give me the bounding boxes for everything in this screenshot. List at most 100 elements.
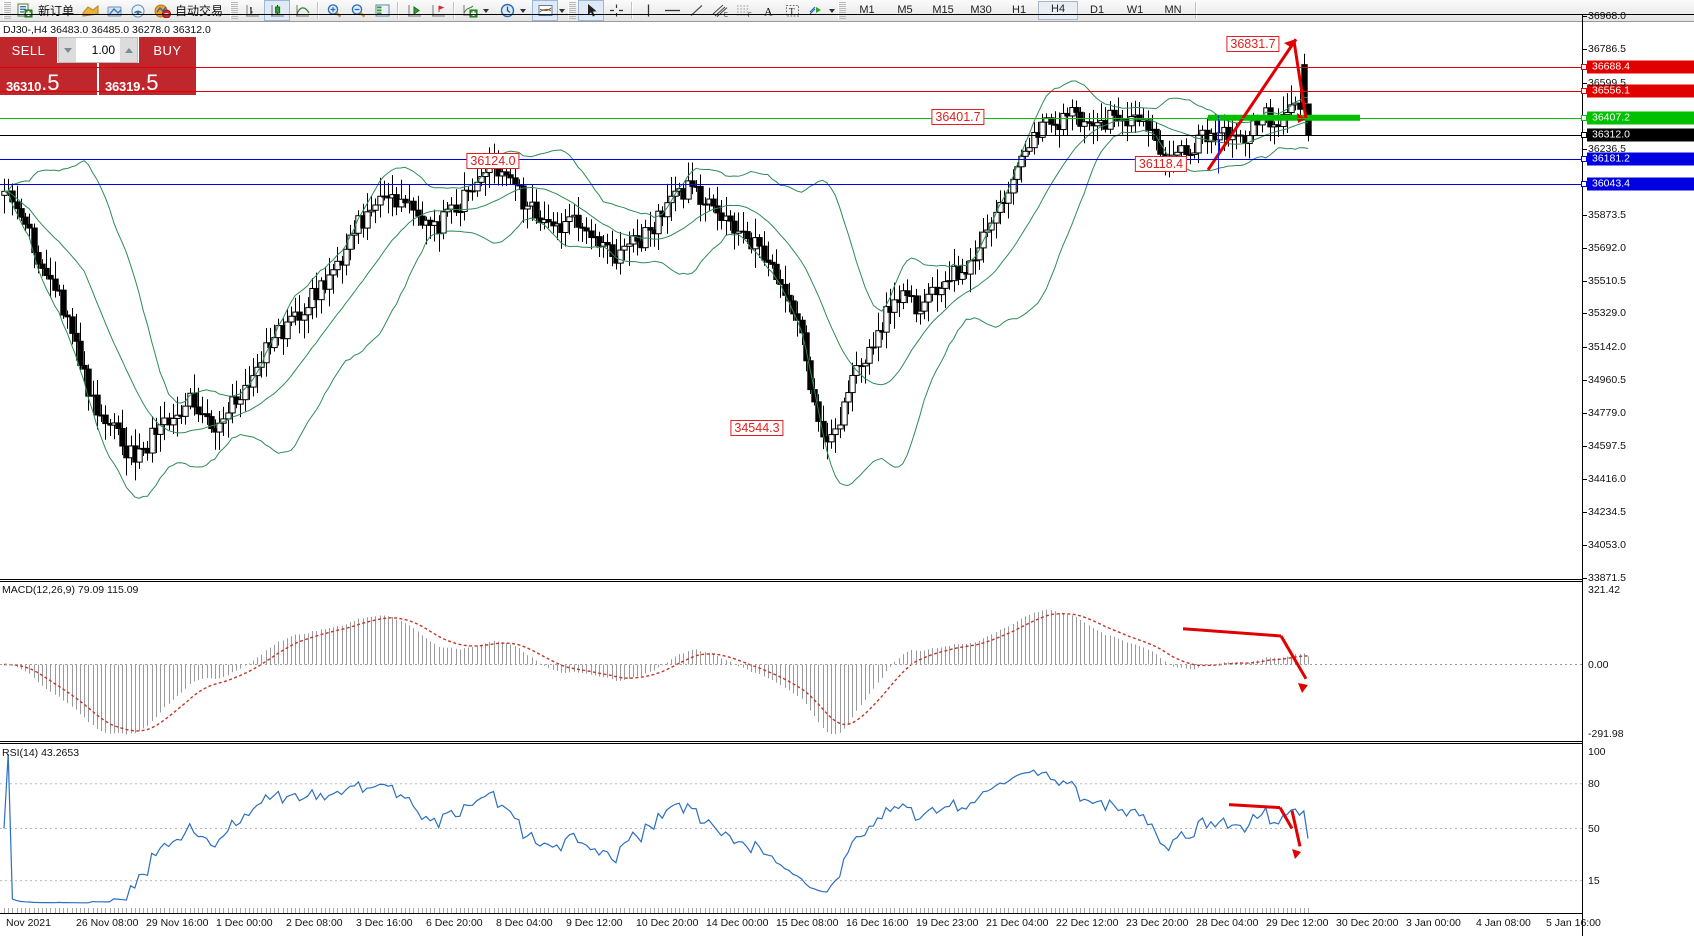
timeframe-m15[interactable]: M15 xyxy=(932,4,954,16)
fibonacci-icon[interactable]: F xyxy=(732,1,756,20)
time-axis-tick-label: 6 Dec 20:00 xyxy=(426,917,483,929)
bollinger-lower xyxy=(3,129,1309,499)
cursor-icon[interactable] xyxy=(578,0,605,21)
price-axis-tick-label: 35873.5 xyxy=(1588,208,1626,221)
vertical-line-icon[interactable] xyxy=(636,1,660,20)
price-level-label[interactable]: 36043.4 xyxy=(1587,177,1694,191)
equidistant-channel-icon[interactable]: E xyxy=(708,1,732,20)
time-axis-tick-label: 4 Jan 08:00 xyxy=(1476,917,1531,929)
price-axis-tick xyxy=(1583,48,1587,50)
sell-price-main: 36310 xyxy=(6,79,42,94)
price-level-label[interactable]: 36407.2 xyxy=(1587,111,1694,125)
chart-annotation[interactable]: 36124.0 xyxy=(466,153,520,169)
timeframe-m30[interactable]: M30 xyxy=(970,4,992,16)
new-order-icon[interactable] xyxy=(13,1,37,20)
price-level-handle[interactable] xyxy=(1581,63,1587,70)
price-level-label[interactable]: 36556.1 xyxy=(1587,84,1694,98)
price-axis-tick-label: 36968.0 xyxy=(1588,10,1626,22)
price-level-handle[interactable] xyxy=(1581,114,1587,121)
auto-trading-icon[interactable] xyxy=(150,1,174,20)
chart-type-grip[interactable] xyxy=(230,2,239,19)
price-level-label[interactable]: 36688.4 xyxy=(1587,60,1694,74)
indicators-icon[interactable] xyxy=(78,1,102,20)
text-icon[interactable]: A xyxy=(756,1,780,20)
toolbar-separator xyxy=(317,2,320,19)
time-axis-tick-label: 16 Dec 16:00 xyxy=(846,917,909,929)
time-axis[interactable]: Nov 2021 26 Nov 08:00 29 Nov 16:00 1 Dec 00… xyxy=(0,915,1601,936)
toolbar-separator-2 xyxy=(397,2,400,19)
draw-tools-grip[interactable] xyxy=(568,2,577,19)
period-dropdown-icon[interactable] xyxy=(520,8,527,13)
new-order-label[interactable]: 新订单 xyxy=(38,4,75,18)
price-axis-tick-label: 36786.5 xyxy=(1588,42,1626,55)
volume-value[interactable]: 1.00 xyxy=(76,38,120,62)
timeframe-h4[interactable]: H4 xyxy=(1038,1,1079,20)
volume-increment-icon[interactable] xyxy=(120,38,137,62)
toolbar-grip[interactable] xyxy=(3,2,11,19)
macd-label: MACD(12,26,9) 79.09 115.09 xyxy=(2,584,139,596)
timeframe-w1[interactable]: W1 xyxy=(1126,4,1144,16)
price-level-line xyxy=(0,90,1582,92)
templates-dropdown-icon[interactable] xyxy=(559,8,566,13)
chart-annotation[interactable]: 34544.3 xyxy=(730,420,784,436)
time-axis-tick-label: 3 Dec 16:00 xyxy=(356,917,413,929)
data-window-icon[interactable] xyxy=(370,1,394,20)
text-label-icon[interactable]: T xyxy=(780,1,804,20)
objects-dropdown-icon[interactable] xyxy=(829,8,836,13)
svg-text:A: A xyxy=(764,5,773,19)
price-level-label[interactable]: 36181.2 xyxy=(1587,152,1694,166)
candlestick-chart-icon[interactable] xyxy=(264,0,291,21)
add-indicator-icon[interactable] xyxy=(458,1,482,20)
line-chart-icon[interactable] xyxy=(290,1,314,20)
timeframe-h1[interactable]: H1 xyxy=(1012,4,1027,16)
price-level-handle[interactable] xyxy=(1581,180,1587,187)
price-level-handle[interactable] xyxy=(1581,87,1587,94)
price-axis-tick xyxy=(1583,479,1587,481)
timeframe-m1[interactable]: M1 xyxy=(859,4,875,16)
auto-scroll-icon[interactable] xyxy=(402,1,426,20)
time-axis-tick-label: 1 Dec 00:00 xyxy=(216,917,273,929)
time-axis-tick-label: 30 Dec 20:00 xyxy=(1336,917,1399,929)
timeframe-d1[interactable]: D1 xyxy=(1090,4,1105,16)
timeframe-grip[interactable] xyxy=(838,2,847,19)
auto-trading-label[interactable]: 自动交易 xyxy=(175,4,224,18)
horizontal-line-icon[interactable] xyxy=(660,1,684,20)
time-axis-tick-label: 23 Dec 20:00 xyxy=(1126,917,1189,929)
price-axis-tick xyxy=(1583,512,1587,514)
price-level-handle[interactable] xyxy=(1581,155,1587,162)
sell-button[interactable]: SELL xyxy=(0,37,57,63)
price-axis-tick xyxy=(1583,578,1587,579)
price-axis-tick-label: 34779.0 xyxy=(1588,407,1626,420)
price-axis-tick xyxy=(1583,247,1587,249)
price-level-handle[interactable] xyxy=(1581,132,1587,139)
zoom-in-icon[interactable] xyxy=(322,1,346,20)
templates-icon[interactable] xyxy=(532,0,559,21)
price-level-label[interactable]: 36312.0 xyxy=(1587,128,1694,142)
period-icon[interactable] xyxy=(495,1,519,20)
signals-icon[interactable] xyxy=(126,1,150,20)
chart-info-line: DJ30-,H4 36483.0 36485.0 36278.0 36312.0 xyxy=(3,24,211,36)
price-level-line xyxy=(0,183,1582,185)
price-axis-tick-label: 34053.0 xyxy=(1588,539,1626,552)
price-axis-tick-label: 34234.5 xyxy=(1588,506,1626,519)
timeframe-mn[interactable]: MN xyxy=(1164,4,1182,16)
objects-icon[interactable] xyxy=(804,1,828,20)
bar-chart-icon[interactable] xyxy=(240,1,264,20)
timeframe-m5[interactable]: M5 xyxy=(897,4,913,16)
open-data-folder-icon[interactable] xyxy=(102,1,126,20)
macd-histogram xyxy=(8,609,1309,735)
trendline-icon[interactable] xyxy=(684,1,708,20)
chart-shift-icon[interactable] xyxy=(426,1,450,20)
volume-input-group[interactable]: 1.00 xyxy=(58,37,138,63)
price-level-line xyxy=(0,158,1582,160)
chart-annotation[interactable]: 36401.7 xyxy=(931,109,985,125)
buy-button[interactable]: BUY xyxy=(139,37,196,63)
zoom-out-icon[interactable] xyxy=(346,1,370,20)
volume-dropdown-icon[interactable] xyxy=(59,38,76,62)
buy-price-main: 36319 xyxy=(105,79,141,94)
add-indicator-dropdown-icon[interactable] xyxy=(483,8,490,13)
chart-annotation[interactable]: 36831.7 xyxy=(1226,36,1280,52)
chart-annotation[interactable]: 36118.4 xyxy=(1134,156,1188,172)
crosshair-icon[interactable] xyxy=(604,1,628,20)
price-axis-tick-label: 35510.5 xyxy=(1588,274,1626,287)
